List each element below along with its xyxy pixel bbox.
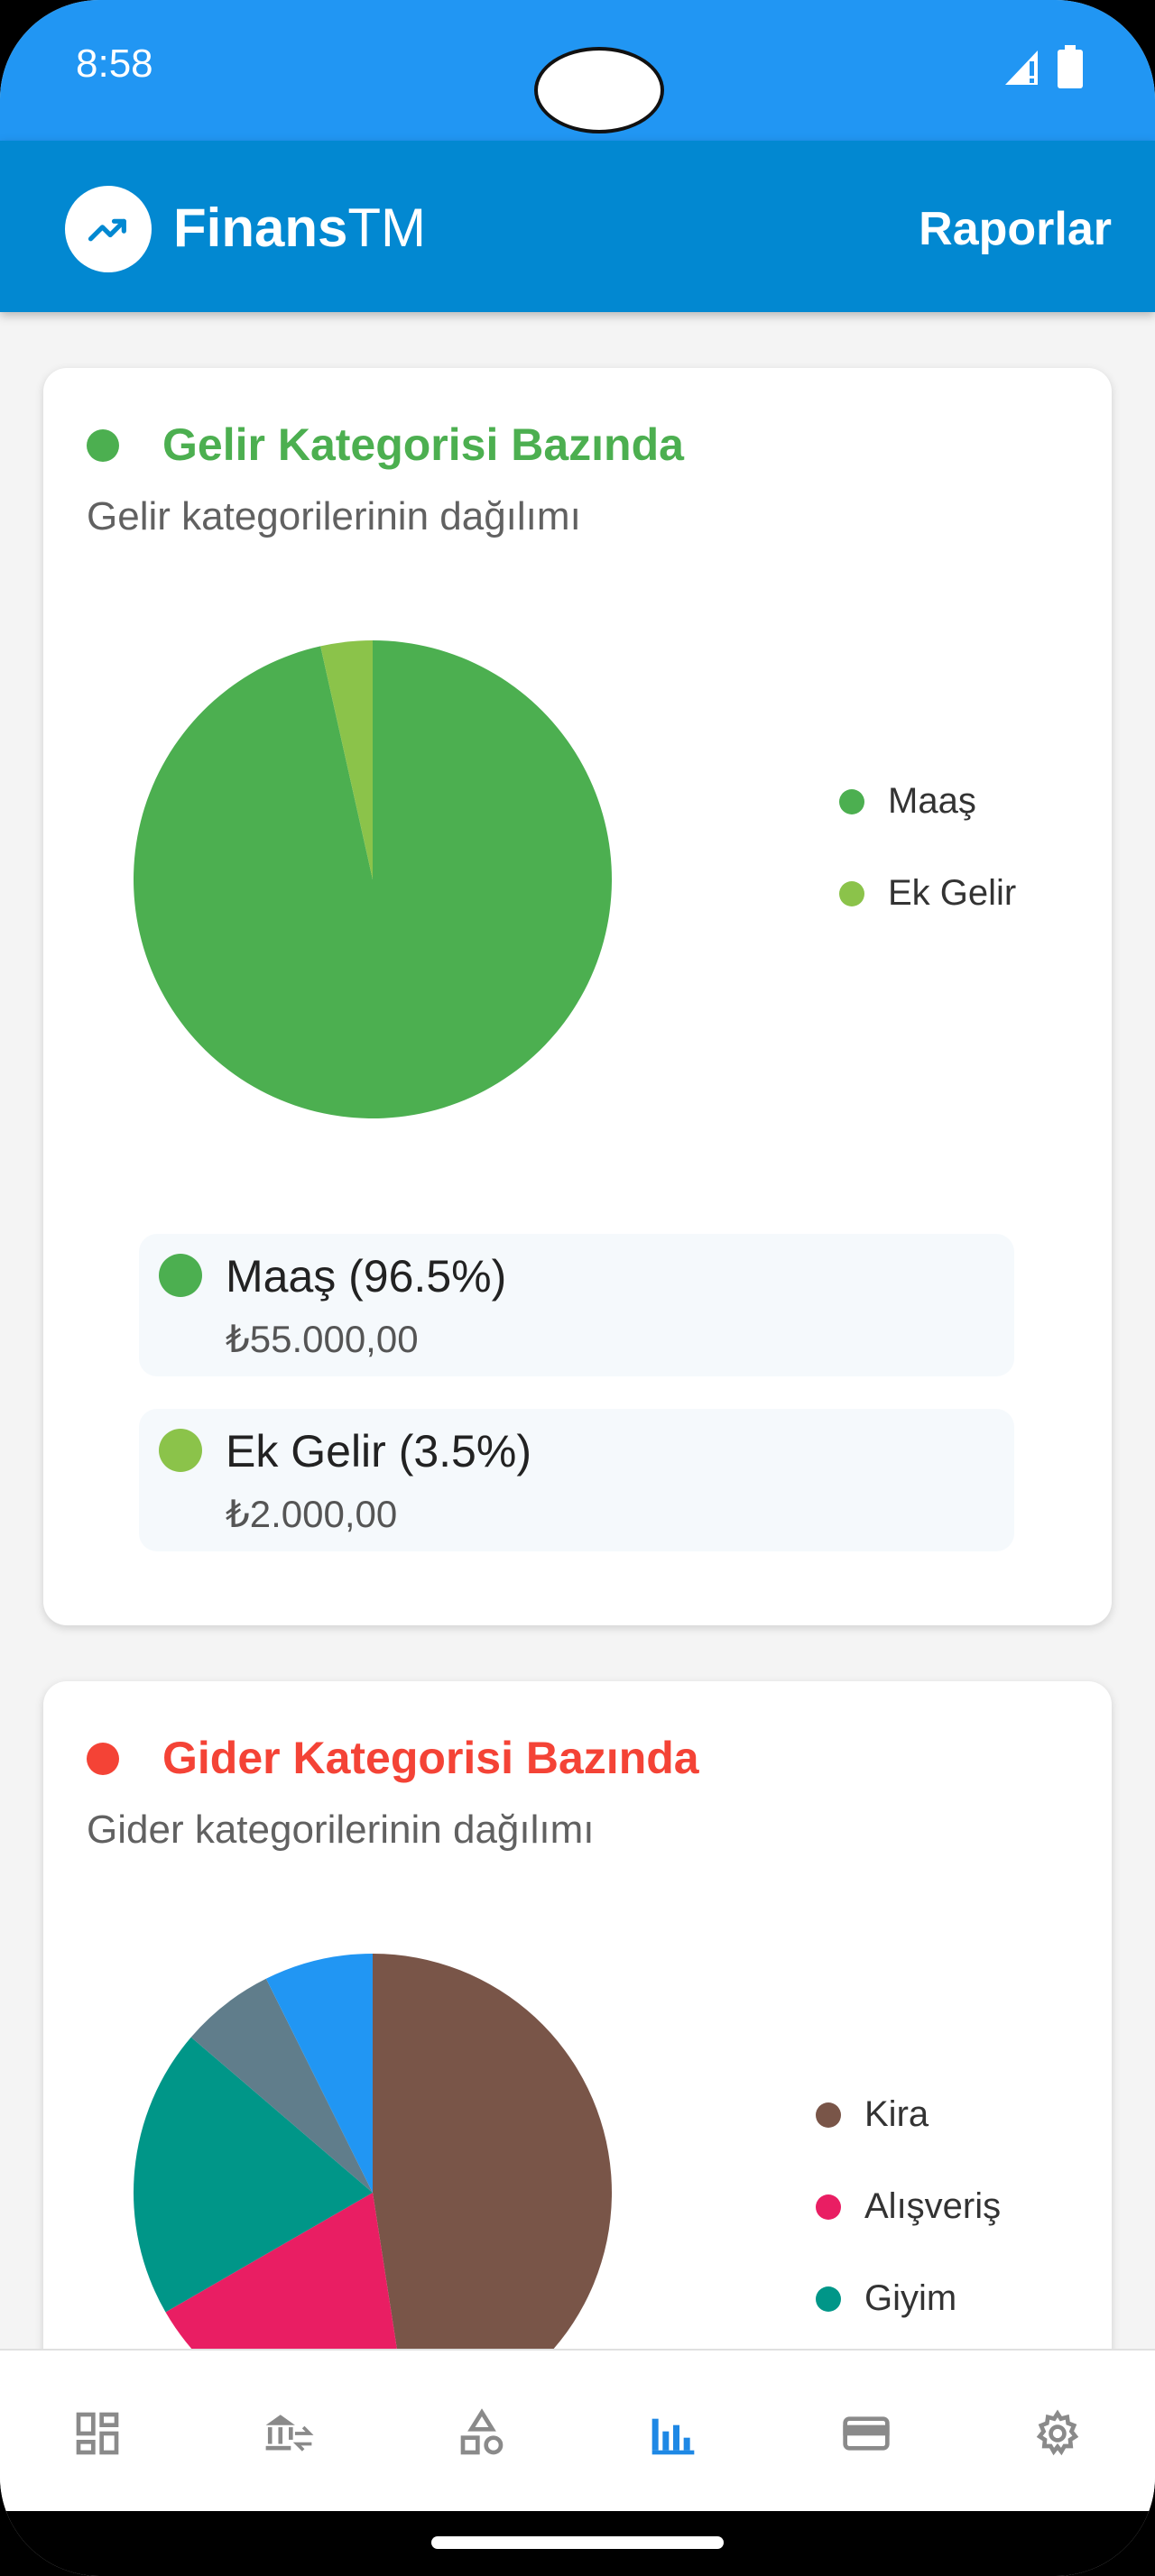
expense-pie-chart [134,1954,612,2432]
credit-card-icon [843,2416,890,2451]
legend-label: Maaş [888,781,976,821]
legend-dot [816,2194,841,2220]
nav-categories[interactable] [446,2397,518,2470]
categories-icon [460,2408,504,2455]
income-card-title: Gelir Kategorisi Bazında [162,419,684,470]
bank-transfer-icon [265,2415,314,2452]
legend-dot [839,880,864,906]
status-bar: 8:58 [0,0,1155,141]
pie-slice-ek-gelir [320,640,373,879]
camera-cutout [534,47,664,133]
brand-bold: Finans [173,198,348,258]
nav-settings[interactable] [1021,2397,1094,2470]
signal-icon [1005,51,1038,85]
legend-label: Giyim [864,2278,957,2318]
detail-dot [159,1254,202,1297]
detail-amount: ₺55.000,00 [226,1318,419,1360]
nav-transactions[interactable] [253,2397,325,2470]
bottom-navigation [0,2349,1155,2513]
home-indicator[interactable] [431,2536,724,2549]
income-legend-item: Maaş [839,781,976,822]
app-bar: FinansTM Raporlar [0,141,1155,312]
app-brand: FinansTM [173,197,426,259]
gesture-bar [0,2511,1155,2576]
income-detail-item[interactable]: Maaş (96.5%) ₺55.000,00 [139,1234,1014,1376]
dashboard-icon [76,2412,119,2455]
detail-label: Maaş (96.5%) [226,1251,507,1302]
legend-dot [816,2102,841,2128]
settings-icon [1036,2409,1079,2456]
pie-slice-maaş [134,640,612,1118]
legend-label: Alışveriş [864,2186,1002,2226]
pie-slice-giyim [134,2037,374,2313]
legend-label: Kira [864,2094,929,2134]
pie-slice-item-3 [190,1978,373,2193]
brand-light: TM [347,198,426,258]
detail-dot [159,1429,202,1472]
page-title: Raporlar [919,203,1112,255]
detail-label: Ek Gelir (3.5%) [226,1426,531,1477]
income-pie-chart [134,640,612,1118]
income-card-subtitle: Gelir kategorilerinin dağılımı [87,494,581,538]
battery-icon [1058,45,1083,88]
expense-legend-item: Kira [816,2094,929,2135]
nav-reports[interactable] [637,2397,709,2470]
expense-accent-dot [87,1743,119,1775]
income-category-card: Gelir Kategorisi Bazında Gelir kategoril… [43,368,1112,1625]
legend-label: Ek Gelir [888,873,1017,913]
expense-card-subtitle: Gider kategorilerinin dağılımı [87,1808,595,1852]
expense-card-title: Gider Kategorisi Bazında [162,1733,699,1783]
income-accent-dot [87,429,119,462]
bar-chart-icon [651,2418,695,2455]
income-detail-item[interactable]: Ek Gelir (3.5%) ₺2.000,00 [139,1409,1014,1551]
trending-up-icon [88,218,126,242]
app-logo[interactable] [65,186,152,272]
status-time: 8:58 [76,41,153,86]
legend-dot [816,2286,841,2312]
status-icons [1002,45,1083,88]
legend-dot [839,788,864,814]
pie-slice-kira [373,1954,612,2429]
expense-legend-item: Giyim [816,2278,956,2319]
nav-dashboard[interactable] [61,2397,134,2470]
detail-amount: ₺2.000,00 [226,1493,398,1535]
expense-legend-item: Alışveriş [816,2186,1001,2227]
nav-cards[interactable] [830,2397,902,2470]
pie-slice-item-4 [265,1954,373,2193]
income-legend-item: Ek Gelir [839,873,1016,914]
